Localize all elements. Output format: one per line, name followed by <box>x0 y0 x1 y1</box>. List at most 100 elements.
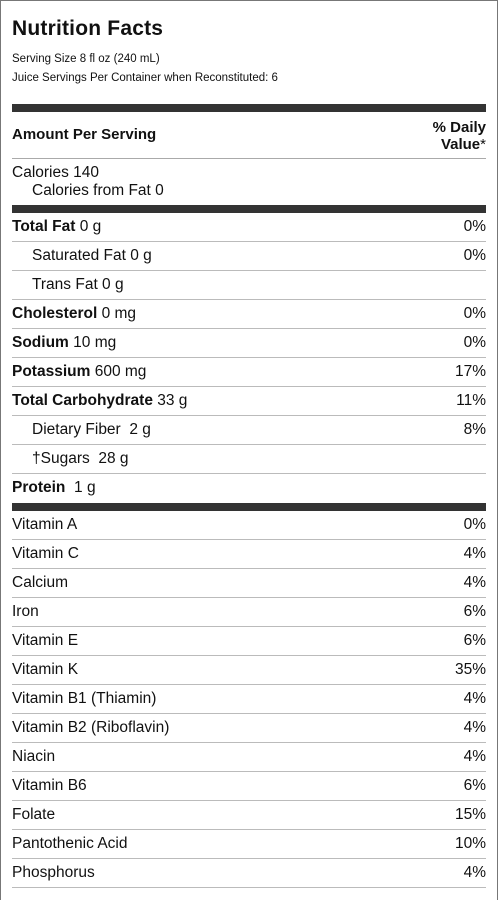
vitamin-name: Pantothenic Acid <box>12 830 127 858</box>
nutrient-name: Cholesterol 0 mg <box>12 300 136 328</box>
vitamin-name: Folate <box>12 801 55 829</box>
servings-per-container: Juice Servings Per Container when Recons… <box>12 72 278 84</box>
vitamin-daily-value: 4% <box>463 574 486 591</box>
nutrient-label: Protein <box>12 479 66 496</box>
nutrient-label: Total Carbohydrate <box>12 392 153 409</box>
nutrient-amount: 0 mg <box>97 305 137 322</box>
vitamin-row: Vitamin E 6% <box>12 627 486 656</box>
vitamin-row: Calcium 4% <box>12 569 486 598</box>
vitamin-daily-value: 4% <box>463 864 486 881</box>
nutrient-amount: 0 g <box>75 218 102 235</box>
nutrient-row: Trans Fat 0 g <box>12 271 486 300</box>
vitamin-daily-value: 0% <box>463 516 486 533</box>
nutrient-label: Saturated Fat 0 g <box>32 247 152 264</box>
nutrient-name: Trans Fat 0 g <box>32 271 124 299</box>
nutrient-row: Total Carbohydrate 33 g 11% <box>12 387 486 416</box>
vitamin-row: Vitamin B1 (Thiamin) 4% <box>12 685 486 714</box>
thick-divider-vitamins <box>12 503 486 511</box>
nutrient-name: Protein 1 g <box>12 474 96 502</box>
nutrient-name: Total Carbohydrate 33 g <box>12 387 187 415</box>
nutrient-daily-value: 11% <box>456 392 486 409</box>
vitamin-row: Vitamin B6 6% <box>12 772 486 801</box>
vitamin-row: Vitamin K 35% <box>12 656 486 685</box>
nutrient-name: †Sugars 28 g <box>32 445 129 473</box>
vitamin-daily-value: 4% <box>463 719 486 736</box>
daily-value-line1: % Daily <box>432 119 486 136</box>
nutrient-daily-value: 0% <box>463 247 486 264</box>
vitamin-label: Pantothenic Acid <box>12 835 128 852</box>
calories-from-fat: Calories from Fat 0 <box>32 182 164 199</box>
vitamin-name: Niacin <box>12 743 55 771</box>
vitamin-name: Phosphorus <box>12 859 95 887</box>
nutrient-label: Potassium <box>12 363 91 380</box>
nutrient-label: Total Fat <box>12 218 76 235</box>
nutrient-daily-value: 0% <box>463 218 486 235</box>
nutrient-daily-value: 17% <box>454 363 486 380</box>
nutrient-label: Trans Fat 0 g <box>32 276 124 293</box>
nutrient-name: Sodium 10 mg <box>12 329 116 357</box>
nutrient-row: Saturated Fat 0 g 0% <box>12 242 486 271</box>
vitamin-row: Vitamin C 4% <box>12 540 486 569</box>
nutrient-daily-value: 0% <box>463 334 486 351</box>
nutrient-name: Dietary Fiber 2 g <box>32 416 151 444</box>
vitamin-daily-value: 6% <box>463 632 486 649</box>
serving-size: Serving Size 8 fl oz (240 mL) <box>12 53 160 65</box>
vitamin-label: Vitamin B1 (Thiamin) <box>12 690 157 707</box>
header-divider <box>12 158 486 159</box>
nutrient-amount: 1 g <box>65 479 96 496</box>
vitamin-daily-value: 6% <box>463 777 486 794</box>
vitamin-row: Vitamin A 0% <box>12 511 486 540</box>
nutrient-row: Protein 1 g <box>12 474 486 503</box>
nutrient-row: Cholesterol 0 mg 0% <box>12 300 486 329</box>
vitamin-label: Vitamin E <box>12 632 79 649</box>
calories: Calories 140 <box>12 164 100 181</box>
nutrient-daily-value: 8% <box>463 421 486 438</box>
vitamin-row: Niacin 4% <box>12 743 486 772</box>
vitamin-name: Vitamin B2 (Riboflavin) <box>12 714 169 742</box>
vitamin-name: Vitamin C <box>12 540 79 568</box>
daily-value-mark: * <box>480 136 486 153</box>
vitamin-label: Vitamin A <box>12 516 78 533</box>
nutrient-row: Dietary Fiber 2 g 8% <box>12 416 486 445</box>
label-title: Nutrition Facts <box>12 17 164 40</box>
vitamin-name: Vitamin A <box>12 511 77 539</box>
vitamin-name: Vitamin K <box>12 656 78 684</box>
vitamin-daily-value: 15% <box>454 806 486 823</box>
daily-value-line2: Value* <box>433 136 486 153</box>
nutrient-amount: 600 mg <box>90 363 147 380</box>
vitamin-name: Iron <box>12 598 39 626</box>
nutrient-label: Sodium <box>12 334 69 351</box>
thick-divider-top <box>12 104 486 112</box>
vitamin-daily-value: 35% <box>454 661 486 678</box>
vitamin-label: Vitamin C <box>12 545 79 562</box>
nutrient-label: Dietary Fiber 2 g <box>32 421 151 438</box>
vitamin-label: Niacin <box>12 748 56 765</box>
vitamin-name: Vitamin E <box>12 627 78 655</box>
vitamin-label: Vitamin B6 <box>12 777 87 794</box>
nutrient-amount: 33 g <box>152 392 188 409</box>
thick-divider-calories <box>12 205 486 213</box>
vitamin-name: Calcium <box>12 569 68 597</box>
nutrient-amount: 10 mg <box>68 334 117 351</box>
vitamin-daily-value: 4% <box>463 748 486 765</box>
nutrient-label: Cholesterol <box>12 305 98 322</box>
vitamin-label: Calcium <box>12 574 68 591</box>
daily-value-header: % Daily Value* <box>433 119 486 153</box>
vitamin-label: Vitamin B2 (Riboflavin) <box>12 719 170 736</box>
vitamin-daily-value: 6% <box>463 603 486 620</box>
nutrient-name: Saturated Fat 0 g <box>32 242 152 270</box>
nutrient-daily-value: 0% <box>463 305 486 322</box>
nutrient-name: Total Fat 0 g <box>12 213 101 241</box>
nutrient-name: Potassium 600 mg <box>12 358 146 386</box>
vitamin-label: Vitamin K <box>12 661 79 678</box>
vitamin-row: Folate 15% <box>12 801 486 830</box>
daily-value-word: Value <box>440 136 481 153</box>
nutrient-row: Potassium 600 mg 17% <box>12 358 486 387</box>
vitamin-label: Folate <box>12 806 56 823</box>
vitamin-row: Iron 6% <box>12 598 486 627</box>
nutrient-label: †Sugars 28 g <box>32 450 129 467</box>
nutrient-row: †Sugars 28 g <box>12 445 486 474</box>
vitamin-name: Vitamin B1 (Thiamin) <box>12 685 156 713</box>
vitamin-label: Iron <box>12 603 39 620</box>
